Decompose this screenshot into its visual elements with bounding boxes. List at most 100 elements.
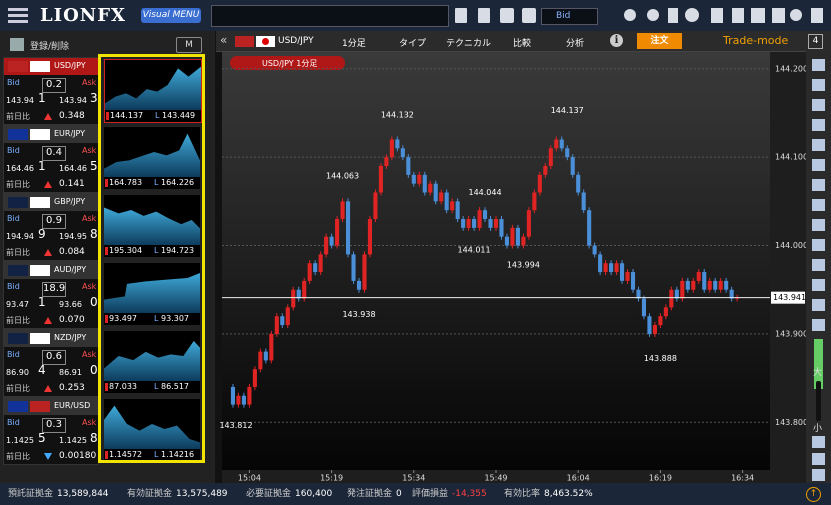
- zoom-out[interactable]: 小: [813, 424, 823, 434]
- change: 0.348: [59, 111, 85, 121]
- candle-body: [324, 236, 329, 255]
- change-label: 前日比: [6, 180, 30, 189]
- mini-chart[interactable]: 1.14572 L 1.14216: [104, 399, 200, 461]
- flag: [8, 265, 28, 276]
- high-marker: [105, 179, 108, 187]
- price-select[interactable]: Bid: [541, 8, 598, 25]
- pair-name[interactable]: EUR/JPY: [54, 129, 86, 138]
- pair-name[interactable]: USD/JPY: [54, 61, 86, 70]
- bid-pip[interactable]: 1: [38, 91, 46, 105]
- footer-label: 預託証拠金: [8, 489, 54, 499]
- bid-label: Bid: [7, 78, 20, 87]
- menu-analysis[interactable]: 分析: [566, 39, 585, 49]
- low-label: L: [154, 246, 159, 255]
- bid-main[interactable]: 164.46: [6, 164, 34, 173]
- candle-body: [663, 307, 668, 317]
- candle-body: [444, 192, 449, 211]
- candle-body: [406, 157, 411, 175]
- menu-technical[interactable]: テクニカル: [446, 39, 492, 49]
- x-axis-area: [222, 470, 806, 483]
- bid-main[interactable]: 93.47: [6, 300, 29, 309]
- layout-number[interactable]: 4: [808, 34, 823, 49]
- candle-body: [417, 174, 422, 184]
- ask-label: Ask: [82, 418, 97, 427]
- scroll-top[interactable]: ↑: [806, 487, 821, 502]
- change-arrow: [44, 181, 52, 188]
- bid-main[interactable]: 1.1425: [6, 436, 34, 445]
- pair-name[interactable]: EUR/USD: [54, 401, 91, 410]
- spread: 0.3: [42, 418, 66, 433]
- change: 0.084: [59, 247, 85, 257]
- zoom-in[interactable]: 大: [813, 368, 823, 378]
- menu-type[interactable]: タイプ: [399, 39, 427, 49]
- bid-pip[interactable]: 5: [38, 431, 46, 445]
- pair-name[interactable]: GBP/JPY: [54, 197, 86, 206]
- high: 144.137: [110, 111, 144, 120]
- candle-body: [729, 289, 734, 299]
- candle-body: [619, 263, 625, 281]
- low-annotation: 143.888: [644, 354, 677, 363]
- candle-body: [307, 263, 312, 281]
- mini-chart[interactable]: 93.497 L 93.307: [104, 263, 200, 325]
- current-price: 143.941: [773, 293, 806, 302]
- candle-body: [707, 280, 712, 290]
- ask-label: Ask: [82, 214, 97, 223]
- footer-value: 160,400: [295, 489, 333, 499]
- bid-pip[interactable]: 1: [38, 159, 46, 173]
- ask-pip[interactable]: 0: [90, 363, 98, 377]
- ask-pip[interactable]: 8: [90, 431, 98, 445]
- ask-main[interactable]: 194.95: [59, 232, 87, 241]
- candle-body: [598, 254, 603, 273]
- mini-chart[interactable]: 87.033 L 86.517: [104, 331, 200, 393]
- order-button[interactable]: 注文: [637, 33, 682, 49]
- trade-mode[interactable]: Trade-mode: [723, 34, 789, 47]
- bid-pip[interactable]: 4: [38, 363, 46, 377]
- mini-chart[interactable]: 164.783 L 164.226: [104, 127, 200, 189]
- interval[interactable]: 1分足: [342, 39, 366, 49]
- flag: [8, 129, 28, 140]
- menu-icon[interactable]: [8, 6, 28, 24]
- candle-body: [565, 148, 570, 158]
- mode-button[interactable]: M: [176, 37, 202, 53]
- search-box[interactable]: [211, 5, 449, 27]
- bid-main[interactable]: 194.94: [6, 232, 34, 241]
- edit-label[interactable]: 登録/削除: [30, 42, 70, 52]
- symbol[interactable]: USD/JPY: [278, 36, 314, 46]
- footer-value: 0: [396, 489, 402, 499]
- info-icon[interactable]: i: [610, 34, 623, 47]
- ask-label: Ask: [82, 350, 97, 359]
- bid-pip[interactable]: 9: [38, 227, 46, 241]
- ask-pip[interactable]: 3: [90, 91, 98, 105]
- bid-pip[interactable]: 1: [38, 295, 46, 309]
- flag: [30, 401, 50, 412]
- mini-chart[interactable]: 144.137 L 143.449: [104, 59, 202, 123]
- candle-body: [461, 219, 466, 228]
- ask-main[interactable]: 1.1425: [59, 436, 87, 445]
- candle-body: [356, 280, 362, 290]
- mini-chart[interactable]: 195.304 L 194.723: [104, 195, 200, 257]
- ask-main[interactable]: 93.66: [59, 300, 82, 309]
- candle-body: [499, 219, 504, 237]
- pair-name[interactable]: AUD/JPY: [54, 265, 87, 274]
- menu-compare[interactable]: 比較: [513, 39, 532, 49]
- y-tick-label: 143.900: [775, 329, 806, 338]
- ask-pip[interactable]: 8: [90, 227, 98, 241]
- footer-label: 必要証拠金: [246, 489, 292, 499]
- ask-pip[interactable]: 0: [90, 295, 98, 309]
- bid-main[interactable]: 86.90: [6, 368, 29, 377]
- candle-body: [680, 280, 685, 299]
- collapse-button[interactable]: «: [220, 33, 228, 47]
- spread: 18.9: [42, 282, 66, 297]
- flag: [8, 401, 28, 412]
- ask-main[interactable]: 164.46: [59, 164, 87, 173]
- ask-pip[interactable]: 5: [90, 159, 98, 173]
- pair-row: GBP/JPY Bid Ask 0.9 194.94 9 194.95 8 前日比 0.084: [3, 193, 99, 261]
- flag: [30, 61, 50, 72]
- candle-body: [669, 289, 674, 308]
- bid-main[interactable]: 143.94: [6, 96, 34, 105]
- visual-menu-button[interactable]: Visual MENU: [141, 8, 201, 23]
- pair-name[interactable]: NZD/JPY: [54, 333, 87, 342]
- candle-body: [647, 316, 652, 334]
- ask-main[interactable]: 86.91: [59, 368, 82, 377]
- ask-main[interactable]: 143.94: [59, 96, 87, 105]
